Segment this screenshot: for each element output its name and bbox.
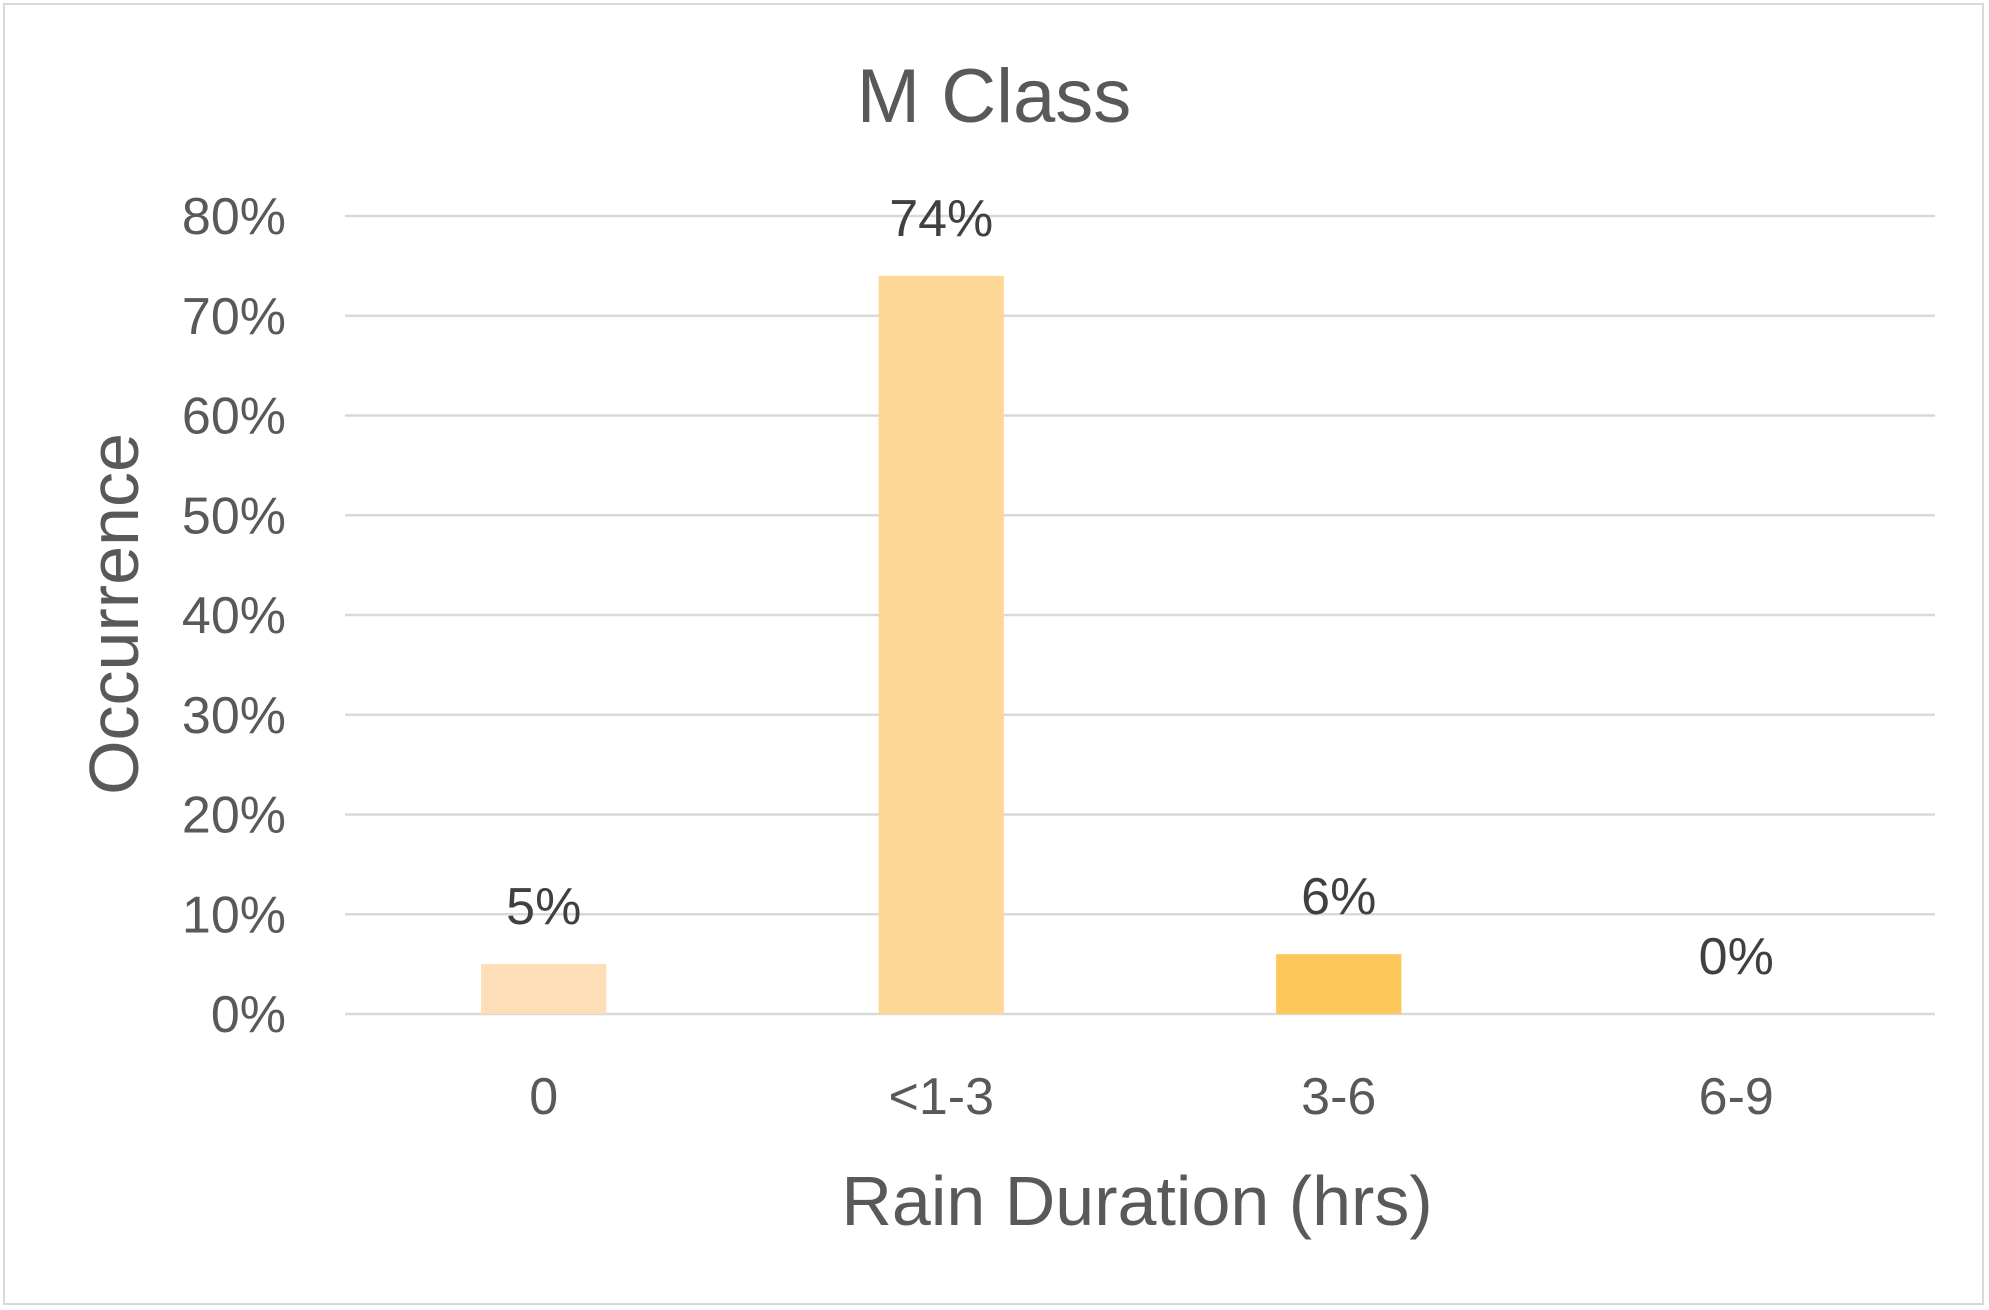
y-tick-label: 30% [182,687,286,745]
y-tick-label: 50% [182,487,286,545]
y-tick-label: 0% [211,986,286,1044]
y-tick-label: 20% [182,787,286,845]
y-axis-ticks: 0% 10% 20% 30% 40% 50% 60% 70% 80% [182,188,286,1044]
y-tick-label: 40% [182,587,286,645]
data-label: 6% [1301,868,1376,926]
data-labels: 5% 74% 6% 0% [506,190,1774,986]
y-axis-title: Occurrence [75,433,153,795]
bars [481,275,1402,1015]
x-tick-label: 0 [529,1068,558,1126]
bar [878,275,1004,1015]
data-label: 74% [889,190,993,248]
bar [481,964,607,1014]
data-label: 5% [506,878,581,936]
data-label: 0% [1699,928,1774,986]
x-tick-label: 6-9 [1699,1068,1774,1126]
y-tick-label: 70% [182,288,286,346]
y-tick-label: 80% [182,188,286,246]
chart-title: M Class [857,54,1131,139]
x-axis-title: Rain Duration (hrs) [841,1162,1432,1240]
bar [1276,954,1402,1014]
x-tick-label: <1-3 [888,1068,994,1126]
x-axis-ticks: 0 <1-3 3-6 6-9 [529,1068,1774,1126]
y-tick-label: 60% [182,388,286,446]
gridlines [345,214,1935,1016]
x-tick-label: 3-6 [1301,1068,1376,1126]
y-tick-label: 10% [182,886,286,944]
